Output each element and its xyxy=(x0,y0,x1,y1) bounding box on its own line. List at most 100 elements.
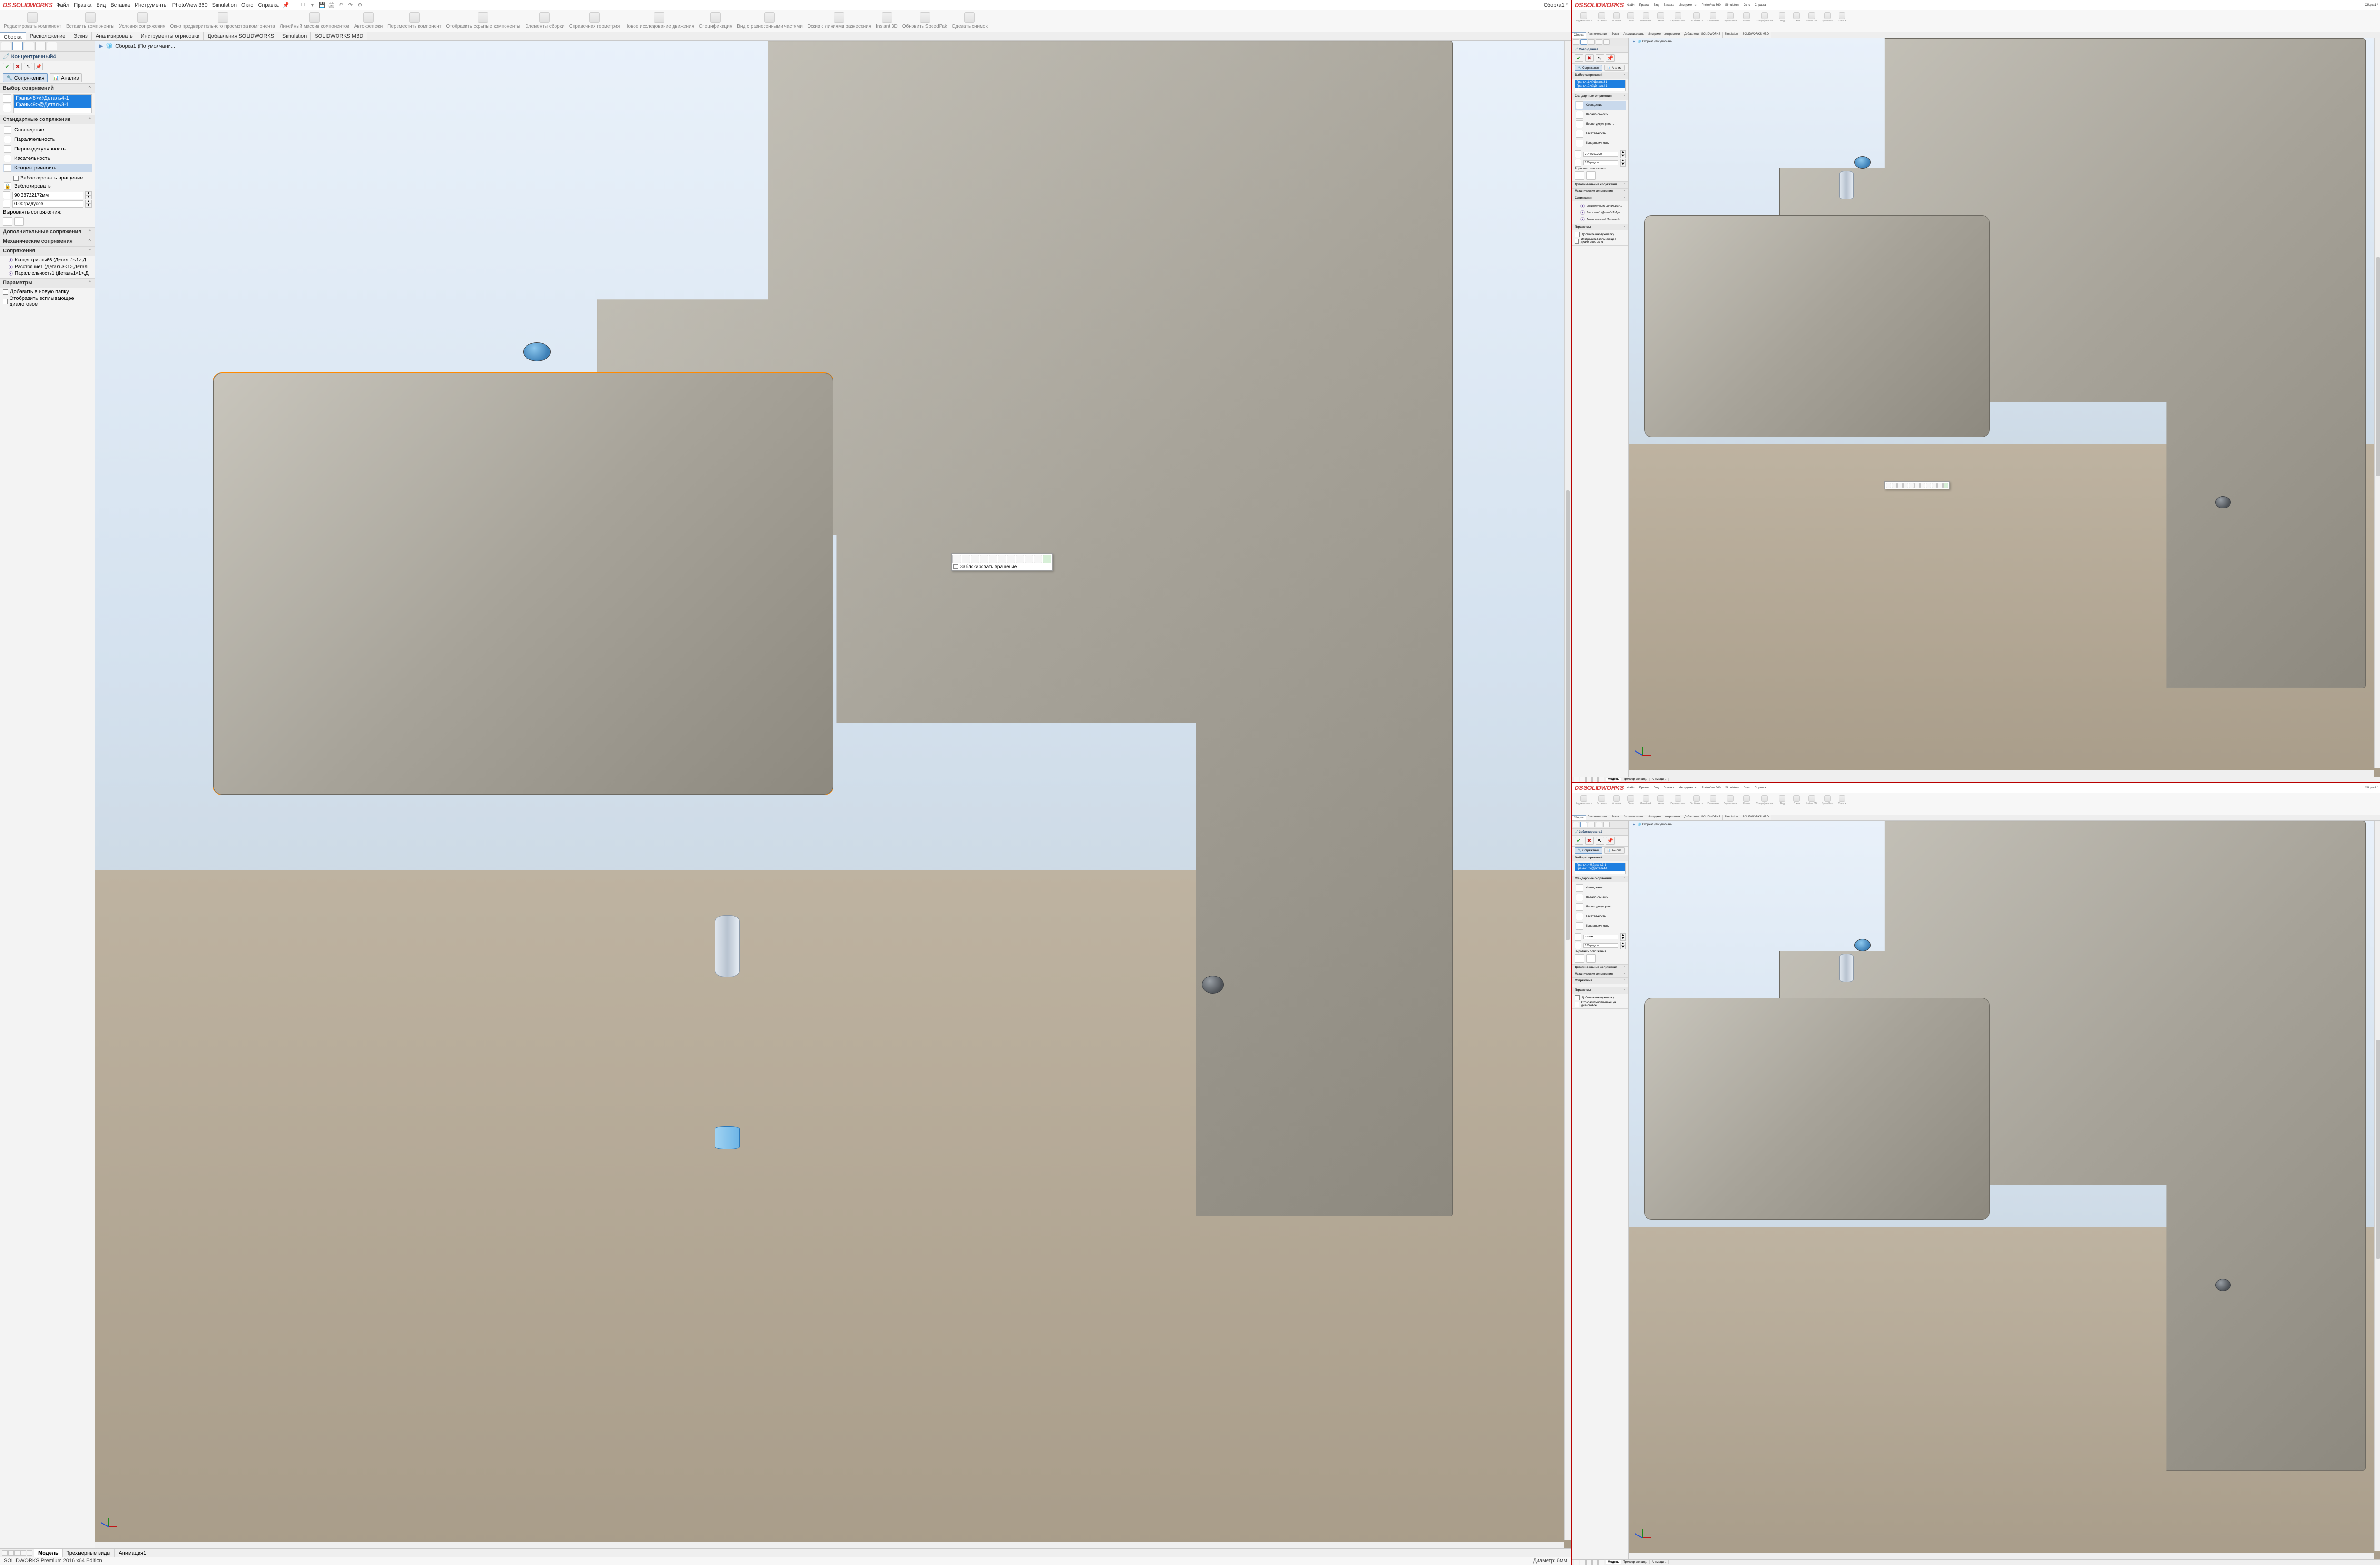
ui-element[interactable] xyxy=(1575,954,1584,963)
mate-list-item[interactable]: Параллельность1 (Деталь1<1>,Д xyxy=(9,270,92,277)
ribbon-button[interactable]: Редактировать компонент xyxy=(2,11,63,32)
ribbon-button[interactable]: Окно предварительного просмотра компонен… xyxy=(168,11,277,32)
motion-control-icon[interactable] xyxy=(8,1550,14,1556)
ribbon-button[interactable]: Справочная геометрия xyxy=(567,11,622,32)
undo-button[interactable]: ↖ xyxy=(24,63,32,70)
ribbon-button[interactable]: Элементы сборки xyxy=(523,11,566,32)
ribbon-button[interactable]: Авто xyxy=(1654,794,1667,815)
command-tab[interactable]: SOLIDWORKS MBD xyxy=(311,32,367,40)
ui-element[interactable] xyxy=(1897,483,1903,488)
ui-element[interactable] xyxy=(1914,483,1920,488)
ribbon-button[interactable]: Вид xyxy=(1775,11,1789,32)
ribbon-button[interactable]: Снимок xyxy=(1835,794,1849,815)
mate-option[interactable]: Касательность xyxy=(1575,130,1626,138)
vertical-scrollbar[interactable] xyxy=(1564,41,1571,1540)
parameters-header[interactable]: Параметры xyxy=(0,279,95,288)
command-tab[interactable]: Анализировать xyxy=(92,32,137,40)
ribbon-button[interactable]: Переместить компонент xyxy=(386,11,443,32)
mate-option[interactable]: Перпендикулярность xyxy=(1575,120,1626,129)
ui-element[interactable] xyxy=(1586,954,1596,963)
ui-element[interactable]: ↖ xyxy=(1596,54,1604,62)
bottom-tab[interactable]: Трехмерные виды xyxy=(1621,778,1650,781)
menu-item[interactable]: Simulation xyxy=(212,2,237,8)
ui-element[interactable]: 📌 xyxy=(1606,54,1615,62)
mate-option[interactable]: Концентричность xyxy=(1575,139,1626,148)
mate-option[interactable]: Совпадение xyxy=(3,126,92,134)
ribbon-button[interactable]: Новое xyxy=(1740,11,1753,32)
motion-control-icon[interactable] xyxy=(1592,777,1598,782)
ui-element[interactable]: ✔ xyxy=(1575,54,1583,62)
feature-tree-tab[interactable] xyxy=(1,42,11,50)
tangent-icon[interactable] xyxy=(980,555,988,563)
redo-icon[interactable]: ↷ xyxy=(347,2,354,8)
align-same-icon[interactable] xyxy=(1025,555,1033,563)
command-tab[interactable]: Инструменты отрисовки xyxy=(1646,815,1682,820)
menu-item[interactable]: Вставка xyxy=(1664,787,1674,789)
ribbon-button[interactable]: Instant 3D xyxy=(1804,794,1819,815)
command-tab[interactable]: Добавления SOLIDWORKS xyxy=(1682,815,1723,820)
ui-element[interactable]: ▲▼ xyxy=(1620,150,1626,158)
ribbon-button[interactable]: Обновить SpeedPak xyxy=(901,11,949,32)
pushpin-button[interactable]: 📌 xyxy=(34,63,43,70)
ribbon-button[interactable]: Линейный xyxy=(1638,11,1654,32)
command-tab[interactable]: Анализировать xyxy=(1621,815,1646,820)
selection-list[interactable]: Грань<8>@Деталь4-1 Грань<9>@Деталь3-1 xyxy=(13,94,92,113)
ribbon-button[interactable]: Отобразить скрытые компоненты xyxy=(444,11,522,32)
print-icon[interactable]: 🖨 xyxy=(328,2,335,8)
mate-list-item[interactable]: Концентричный3 (Деталь1<1>,Д xyxy=(1580,203,1626,209)
ribbon-button[interactable]: Автокрепежи xyxy=(352,11,385,32)
lock-rotation-checkbox[interactable]: Заблокировать вращение xyxy=(3,175,92,181)
menu-item[interactable]: Окно xyxy=(1744,787,1750,789)
ribbon-button[interactable]: SpeedPak xyxy=(1820,794,1835,815)
command-tab[interactable]: Расположение xyxy=(1586,815,1610,820)
standard-mates-header[interactable]: Стандартные сопряжения xyxy=(0,115,95,124)
ui-element[interactable]: ↖ xyxy=(1596,837,1604,845)
ribbon-button[interactable]: Отобразить xyxy=(1688,794,1705,815)
bottom-tab[interactable]: Трехмерные виды xyxy=(63,1549,115,1557)
ui-element[interactable]: 📌 xyxy=(1606,837,1615,845)
lock-icon[interactable] xyxy=(998,555,1006,563)
mate-option[interactable]: Концентричность xyxy=(1575,922,1626,930)
mate-option[interactable]: Перпендикулярность xyxy=(3,145,92,153)
ribbon-button[interactable]: Отобразить xyxy=(1688,11,1705,32)
menu-item[interactable]: Вставка xyxy=(1664,4,1674,7)
ribbon-button[interactable]: Вид с разнесенными частями xyxy=(735,11,804,32)
command-tab[interactable]: Simulation xyxy=(1723,32,1740,38)
ribbon-button[interactable]: Окно xyxy=(1624,794,1637,815)
ui-element[interactable] xyxy=(1583,152,1618,157)
mate-list-item[interactable]: Концентричный3 (Деталь1<1>,Д xyxy=(9,257,92,263)
bottom-tab[interactable]: Анимация1 xyxy=(115,1549,150,1557)
ui-element[interactable]: ✔ xyxy=(1575,837,1583,845)
horizontal-scrollbar[interactable] xyxy=(95,1542,1564,1548)
mate-option[interactable]: Совпадение xyxy=(1575,101,1626,110)
clevis-bore[interactable] xyxy=(523,342,551,361)
motion-control-icon[interactable] xyxy=(1574,1559,1579,1565)
ui-element[interactable] xyxy=(1583,935,1618,939)
motion-control-icon[interactable] xyxy=(1598,1559,1604,1565)
align-same-button[interactable] xyxy=(3,217,12,226)
ribbon-button[interactable]: Сделать снимок xyxy=(950,11,990,32)
motion-control-icon[interactable] xyxy=(1580,1559,1586,1565)
flyout-tree[interactable]: ▶🧊 Сборка1 (По умолчани... xyxy=(99,43,175,49)
cancel-button[interactable]: ✖ xyxy=(13,63,22,70)
menu-item[interactable]: Справка xyxy=(1755,787,1766,789)
mate-option[interactable]: Совпадение xyxy=(1575,884,1626,892)
ui-element[interactable]: ✖ xyxy=(1585,837,1594,845)
ribbon-button[interactable]: Окно xyxy=(1624,11,1637,32)
angle-input[interactable] xyxy=(12,200,83,208)
ribbon-button[interactable]: Новое исследование движения xyxy=(623,11,696,32)
distance-input[interactable] xyxy=(12,192,83,199)
ribbon-button[interactable]: Снимок xyxy=(1835,11,1849,32)
ui-element[interactable]: Отобразить всплывающее диалоговое xyxy=(1575,1001,1626,1007)
menu-item[interactable]: PhotoView 360 xyxy=(1701,787,1720,789)
bottom-tab[interactable]: Модель xyxy=(1606,778,1621,781)
menu-item[interactable]: PhotoView 360 xyxy=(172,2,208,8)
ribbon-button[interactable]: Спецификация xyxy=(1754,11,1775,32)
ribbon-button[interactable]: Редактировать xyxy=(1574,794,1594,815)
menu-item[interactable]: Справка xyxy=(258,2,279,8)
align-anti-icon[interactable] xyxy=(1034,555,1042,563)
menu-item[interactable]: Simulation xyxy=(1726,787,1739,789)
ribbon-button[interactable]: Спецификация xyxy=(697,11,734,32)
ribbon-button[interactable]: Элементы xyxy=(1706,794,1721,815)
advanced-mates-header[interactable]: Дополнительные сопряжения xyxy=(0,228,95,237)
